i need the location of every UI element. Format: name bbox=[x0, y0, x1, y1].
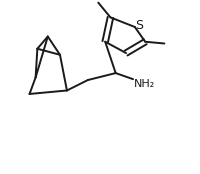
Text: S: S bbox=[135, 19, 143, 32]
Text: NH₂: NH₂ bbox=[134, 79, 155, 89]
